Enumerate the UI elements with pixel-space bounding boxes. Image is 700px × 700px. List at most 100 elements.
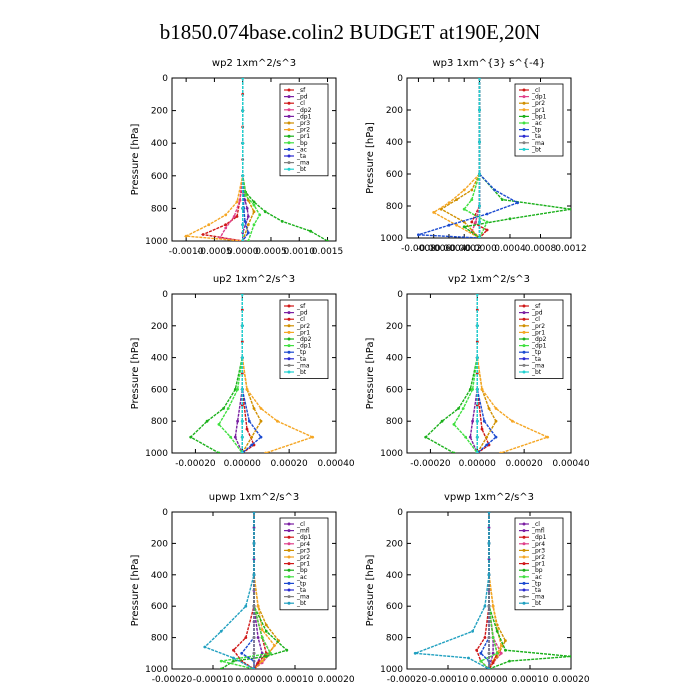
series-point xyxy=(432,211,436,214)
legend-entry: _sf xyxy=(531,303,541,310)
series-point xyxy=(222,407,225,410)
series-point xyxy=(263,210,267,214)
panel-title: wp2 1xm^2/s^3 xyxy=(212,58,296,69)
legend-marker xyxy=(287,317,291,321)
series-line-dp2 xyxy=(189,294,244,453)
y-tick-label: 1000 xyxy=(380,234,403,244)
series-point xyxy=(219,667,223,669)
series-point xyxy=(499,451,503,453)
series-point xyxy=(252,200,256,204)
legend-marker xyxy=(287,357,291,361)
series-point xyxy=(260,636,264,639)
series-point xyxy=(285,648,289,652)
legend-entry: _ta xyxy=(531,587,541,594)
series-point xyxy=(245,207,249,210)
legend-marker xyxy=(287,134,291,138)
series-point xyxy=(479,659,483,663)
legend-entry: _ac xyxy=(296,574,307,581)
series-point xyxy=(471,419,474,423)
legend-entry: _pr1 xyxy=(531,329,545,336)
series-line-dp1 xyxy=(218,294,244,453)
legend-marker xyxy=(522,363,526,367)
legend-marker xyxy=(522,304,526,308)
series-point xyxy=(245,427,249,431)
legend-entry: _ma xyxy=(296,160,310,167)
x-tick-label: 0.00000 xyxy=(235,675,272,685)
y-tick-label: 0 xyxy=(397,290,403,300)
series-point xyxy=(189,435,193,439)
series-point xyxy=(184,234,188,238)
plot-frame xyxy=(406,77,572,239)
y-tick-label: 600 xyxy=(151,602,168,612)
legend-entry: _pr2 xyxy=(296,323,310,330)
legend-entry: _bp1 xyxy=(531,113,547,120)
x-tick-label: 0.0012 xyxy=(555,244,587,254)
x-tick-label: -0.00020 xyxy=(152,675,193,685)
series-point xyxy=(244,636,248,639)
y-axis-label: Pressure [hPa] xyxy=(365,338,376,410)
legend-marker xyxy=(522,357,526,361)
x-tick-label: -0.00020 xyxy=(175,459,216,469)
series-point xyxy=(483,636,487,639)
legend-marker xyxy=(287,555,291,559)
series-point xyxy=(256,661,260,665)
series-point xyxy=(233,388,237,391)
legend-entry: _mfl xyxy=(531,528,545,535)
legend-entry: _bp xyxy=(531,567,543,574)
legend-marker xyxy=(522,535,526,539)
series-point xyxy=(468,435,472,439)
series-point xyxy=(487,667,491,669)
legend-entry: _mfl xyxy=(296,528,310,535)
chart-panel-4: vp2 1xm^2/s^3 Pressure [hPa] 0 200 400 600 800… xyxy=(365,274,590,469)
legend-entry: _ma xyxy=(531,140,545,147)
legend-marker xyxy=(522,147,526,151)
series-point xyxy=(462,225,466,229)
legend-entry: _pr1 xyxy=(531,107,545,114)
legend-entry: _tp xyxy=(296,349,306,356)
series-point xyxy=(470,220,474,224)
legend-marker xyxy=(287,147,291,151)
series-point xyxy=(252,667,256,669)
y-tick-label: 1000 xyxy=(380,665,403,675)
series-point xyxy=(516,201,519,205)
series-point xyxy=(246,223,250,227)
series-point xyxy=(475,435,479,439)
series-line-tp xyxy=(476,294,497,453)
series-point xyxy=(508,217,512,221)
legend-marker xyxy=(287,121,291,125)
legend-entry: _dp1 xyxy=(296,113,312,120)
series-line-tp xyxy=(418,78,520,238)
legend-entry: _pr2 xyxy=(296,127,310,134)
legend-marker xyxy=(287,548,291,552)
x-tick-label: 0.0015 xyxy=(312,247,344,257)
series-point xyxy=(260,628,264,632)
x-tick-label: 0.00020 xyxy=(506,459,543,469)
y-tick-label: 800 xyxy=(386,202,403,212)
series-point xyxy=(250,435,254,439)
series-point xyxy=(252,573,256,577)
series-point xyxy=(487,636,491,639)
series-line-dp1 xyxy=(453,294,478,453)
series-point xyxy=(471,629,474,633)
series-point xyxy=(226,407,230,410)
legend-entry: _ac xyxy=(531,574,542,581)
series-point xyxy=(269,651,272,655)
legend-marker xyxy=(287,311,291,315)
legend-entry: _pr2 xyxy=(296,554,310,561)
series-group xyxy=(203,512,289,669)
legend-marker xyxy=(287,128,291,132)
legend-entry: _pr2 xyxy=(531,323,545,330)
legend-entry: _bp xyxy=(296,567,308,574)
plot-frame xyxy=(171,293,337,454)
legend-marker xyxy=(287,535,291,539)
legend-entry: _pr4 xyxy=(531,541,545,548)
legend-entry: _pr1 xyxy=(531,561,545,568)
plot-frame xyxy=(406,293,572,454)
series-point xyxy=(219,659,223,663)
legend-entry: _cl xyxy=(296,521,305,528)
y-tick-label: 400 xyxy=(151,139,168,149)
y-axis-label: Pressure [hPa] xyxy=(130,555,141,627)
chart-panel-2: wp3 1xm^{3} s^{-4} Pressure [hPa] 0 200 400 6… xyxy=(365,58,587,254)
series-point xyxy=(243,198,247,202)
